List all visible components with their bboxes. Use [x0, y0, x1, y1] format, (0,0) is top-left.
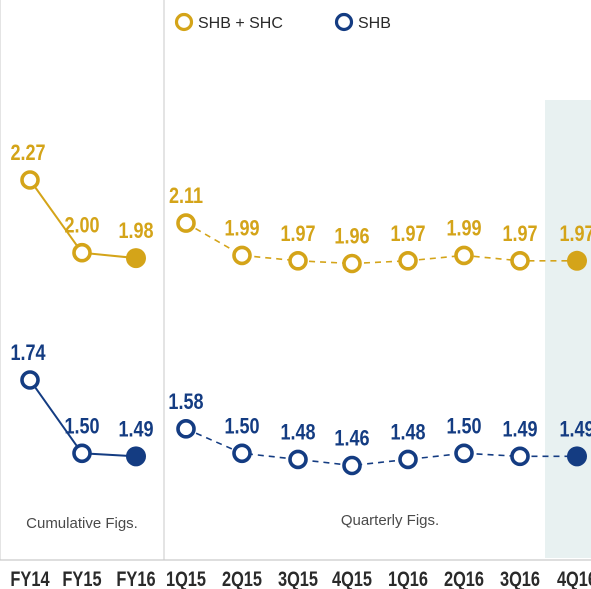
data-point-marker — [20, 170, 40, 190]
x-tick-label: 1Q15 — [166, 567, 206, 589]
data-point-marker — [398, 251, 418, 271]
data-label: 1.46 — [334, 427, 369, 451]
data-label: 2.00 — [64, 214, 99, 238]
data-point-marker — [342, 253, 362, 274]
data-label: 1.58 — [168, 390, 203, 414]
data-point-marker — [232, 245, 252, 266]
data-label: 1.49 — [559, 418, 591, 442]
data-point-marker — [232, 443, 252, 464]
data-label: 1.97 — [390, 222, 425, 246]
data-point-marker — [288, 251, 308, 271]
data-label: 1.99 — [446, 217, 481, 241]
data-point-marker — [176, 213, 196, 233]
x-tick-label: FY15 — [62, 567, 101, 589]
data-label: 1.50 — [64, 415, 99, 439]
x-tick-label: 4Q16 — [557, 567, 591, 589]
data-label: 1.99 — [224, 217, 259, 241]
data-point-marker — [510, 446, 530, 467]
data-point-marker — [454, 245, 474, 266]
data-label: 1.97 — [502, 222, 537, 246]
legend-label: SHB + SHC — [198, 15, 283, 32]
data-point-marker — [342, 455, 362, 476]
x-tick-label: 3Q15 — [278, 567, 318, 589]
data-point-marker — [510, 251, 530, 271]
data-point-marker — [398, 449, 418, 470]
data-point-marker — [126, 446, 146, 467]
x-tick-label: FY14 — [10, 567, 50, 589]
data-point-marker — [72, 443, 92, 464]
data-label: 1.48 — [280, 421, 315, 445]
legend-marker — [174, 12, 194, 32]
x-tick-label: 4Q15 — [332, 567, 372, 589]
data-label: 1.48 — [390, 421, 425, 445]
x-tick-label: 1Q16 — [388, 567, 428, 589]
data-point-marker — [288, 449, 308, 470]
data-label: 1.97 — [559, 222, 591, 246]
x-tick-label: 2Q15 — [222, 567, 262, 589]
data-point-marker — [454, 443, 474, 464]
data-point-marker — [20, 370, 40, 390]
legend-marker — [334, 12, 354, 32]
group-label-cumulative: Cumulative Figs. — [26, 515, 138, 532]
data-label: 1.50 — [224, 415, 259, 439]
data-point-marker — [72, 242, 92, 263]
data-label: 1.49 — [118, 418, 153, 442]
data-label: 1.74 — [10, 341, 46, 365]
data-label: 1.49 — [502, 418, 537, 442]
data-point-marker — [567, 446, 587, 467]
data-point-marker — [126, 248, 146, 269]
group-label-quarterly: Quarterly Figs. — [341, 512, 439, 529]
data-label: 1.50 — [446, 415, 481, 439]
legend-label: SHB — [358, 15, 391, 32]
highlight-band — [545, 100, 591, 558]
data-point-marker — [176, 419, 196, 439]
x-tick-label: 3Q16 — [500, 567, 540, 589]
data-label: 1.98 — [118, 220, 153, 244]
x-tick-label: 2Q16 — [444, 567, 484, 589]
data-label: 2.27 — [10, 141, 45, 165]
data-label: 1.97 — [280, 222, 315, 246]
data-point-marker — [567, 250, 587, 271]
data-label: 1.96 — [334, 225, 369, 249]
data-label: 2.11 — [169, 185, 203, 209]
x-tick-label: FY16 — [116, 567, 155, 589]
